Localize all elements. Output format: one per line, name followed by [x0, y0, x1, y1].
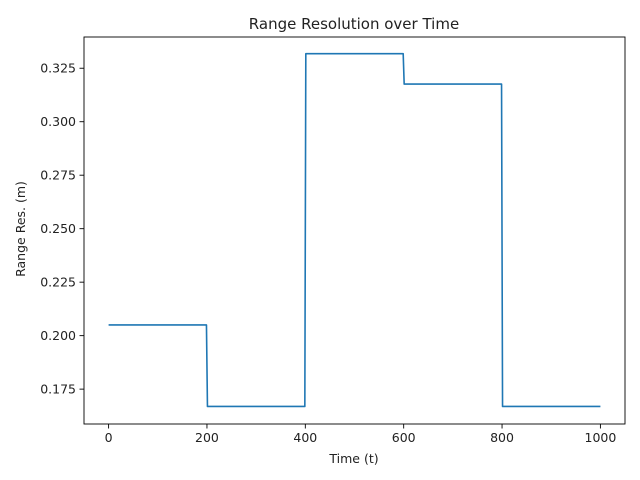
x-tick-label: 400	[293, 430, 317, 445]
series-layer	[108, 52, 601, 408]
plot-area	[83, 36, 626, 425]
x-axis: 0 200 400 600 800 1000	[105, 424, 617, 445]
x-tick-label: 1000	[585, 430, 617, 445]
x-tick-label: 200	[195, 430, 219, 445]
x-axis-label: Time (t)	[328, 451, 378, 466]
y-tick-label: 0.200	[40, 328, 76, 343]
y-tick-label: 0.300	[40, 114, 76, 129]
y-axis-label: Range Res. (m)	[13, 181, 28, 277]
plot-frame	[83, 36, 626, 425]
y-tick-label: 0.275	[40, 168, 76, 183]
series-line	[108, 52, 601, 408]
y-tick-label: 0.225	[40, 275, 76, 290]
y-axis: 0.175 0.200 0.225 0.250 0.275 0.300 0.325	[40, 61, 84, 397]
x-tick-label: 0	[105, 430, 113, 445]
chart-title: Range Resolution over Time	[249, 15, 459, 33]
y-tick-label: 0.175	[40, 382, 76, 397]
y-tick-label: 0.325	[40, 61, 76, 76]
x-tick-label: 800	[490, 430, 514, 445]
y-tick-label: 0.250	[40, 221, 76, 236]
x-tick-label: 600	[392, 430, 416, 445]
